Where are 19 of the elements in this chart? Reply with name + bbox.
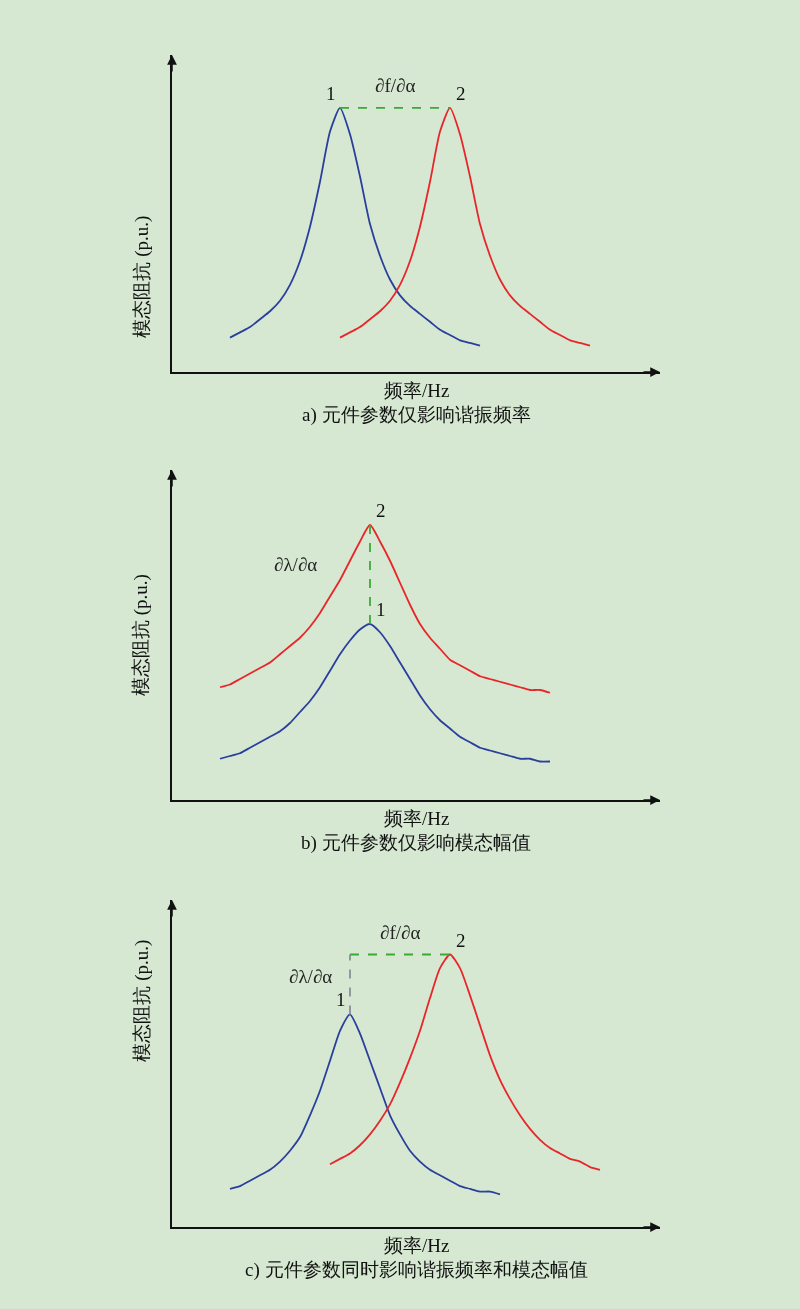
y-axis-title: 模态阻抗 (p.u.) [130,939,153,1062]
series-label: 2 [376,500,386,521]
text: b) 元件参数仅影响模态幅值 [301,832,531,854]
text: c) 元件参数同时影响谐振频率和模态幅值 [245,1259,588,1281]
series-label: 1 [326,83,336,104]
text: ∂f/∂α [375,75,416,96]
text: a) 元件参数仅影响谐振频率 [302,404,531,426]
series-label: 2 [456,83,466,104]
text: ∂f/∂α [380,922,421,943]
x-axis-title: 频率/Hz [384,808,450,829]
series-label: 2 [456,930,466,951]
x-axis-title: 频率/Hz [384,1235,450,1256]
annotation: ∂λ/∂α [274,554,318,575]
annotation: ∂λ/∂α [289,966,333,987]
y-axis-title: 模态阻抗 (p.u.) [130,574,152,696]
x-axis-title: 频率/Hz [384,380,450,401]
y-axis-title: 模态阻抗 (p.u.) [130,215,153,338]
series-label: 1 [336,989,346,1010]
series-label: 1 [376,599,386,620]
